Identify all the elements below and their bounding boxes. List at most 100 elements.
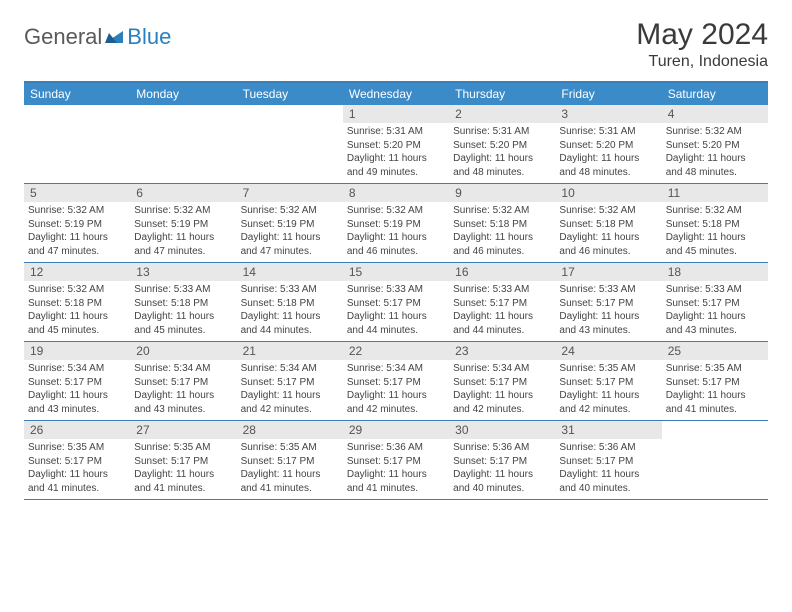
- daylight-line: Daylight: 11 hours and 46 minutes.: [559, 231, 657, 258]
- daylight-line: Daylight: 11 hours and 45 minutes.: [666, 231, 764, 258]
- sunset-line: Sunset: 5:17 PM: [347, 376, 445, 390]
- day-info: Sunrise: 5:33 AMSunset: 5:17 PMDaylight:…: [555, 281, 661, 341]
- day-info: Sunrise: 5:33 AMSunset: 5:17 PMDaylight:…: [343, 281, 449, 341]
- weekday-cell: Sunday: [24, 83, 130, 105]
- daylight-line: Daylight: 11 hours and 43 minutes.: [28, 389, 126, 416]
- sunrise-line: Sunrise: 5:33 AM: [453, 283, 551, 297]
- day-number: 30: [449, 421, 555, 439]
- daylight-line: Daylight: 11 hours and 45 minutes.: [28, 310, 126, 337]
- sunrise-line: Sunrise: 5:32 AM: [559, 204, 657, 218]
- sunset-line: Sunset: 5:20 PM: [453, 139, 551, 153]
- sunrise-line: Sunrise: 5:32 AM: [347, 204, 445, 218]
- daylight-line: Daylight: 11 hours and 40 minutes.: [559, 468, 657, 495]
- day-info: Sunrise: 5:36 AMSunset: 5:17 PMDaylight:…: [343, 439, 449, 499]
- sunset-line: Sunset: 5:18 PM: [453, 218, 551, 232]
- day-info: Sunrise: 5:35 AMSunset: 5:17 PMDaylight:…: [662, 360, 768, 420]
- day-number: 25: [662, 342, 768, 360]
- logo-mark-icon: [105, 27, 123, 48]
- day-info: Sunrise: 5:31 AMSunset: 5:20 PMDaylight:…: [449, 123, 555, 183]
- sunset-line: Sunset: 5:17 PM: [559, 376, 657, 390]
- sunrise-line: Sunrise: 5:32 AM: [28, 283, 126, 297]
- day-number: 17: [555, 263, 661, 281]
- daylight-line: Daylight: 11 hours and 45 minutes.: [134, 310, 232, 337]
- logo: General Blue: [24, 18, 171, 50]
- sunset-line: Sunset: 5:19 PM: [28, 218, 126, 232]
- weekday-cell: Friday: [555, 83, 661, 105]
- week-row: 1Sunrise: 5:31 AMSunset: 5:20 PMDaylight…: [24, 105, 768, 184]
- day-cell: 29Sunrise: 5:36 AMSunset: 5:17 PMDayligh…: [343, 421, 449, 499]
- sunrise-line: Sunrise: 5:35 AM: [666, 362, 764, 376]
- sunset-line: Sunset: 5:17 PM: [347, 455, 445, 469]
- location-text: Turen, Indonesia: [636, 53, 768, 71]
- sunset-line: Sunset: 5:17 PM: [28, 376, 126, 390]
- sunrise-line: Sunrise: 5:32 AM: [28, 204, 126, 218]
- weekday-header-row: SundayMondayTuesdayWednesdayThursdayFrid…: [24, 83, 768, 105]
- daylight-line: Daylight: 11 hours and 42 minutes.: [241, 389, 339, 416]
- day-info: Sunrise: 5:32 AMSunset: 5:20 PMDaylight:…: [662, 123, 768, 183]
- day-info: Sunrise: 5:33 AMSunset: 5:17 PMDaylight:…: [449, 281, 555, 341]
- day-number: 28: [237, 421, 343, 439]
- day-cell: 20Sunrise: 5:34 AMSunset: 5:17 PMDayligh…: [130, 342, 236, 420]
- day-info: Sunrise: 5:33 AMSunset: 5:17 PMDaylight:…: [662, 281, 768, 341]
- day-cell: 22Sunrise: 5:34 AMSunset: 5:17 PMDayligh…: [343, 342, 449, 420]
- sunrise-line: Sunrise: 5:32 AM: [453, 204, 551, 218]
- sunset-line: Sunset: 5:17 PM: [134, 376, 232, 390]
- day-info: Sunrise: 5:36 AMSunset: 5:17 PMDaylight:…: [449, 439, 555, 499]
- sunrise-line: Sunrise: 5:32 AM: [134, 204, 232, 218]
- day-cell: 14Sunrise: 5:33 AMSunset: 5:18 PMDayligh…: [237, 263, 343, 341]
- day-cell: 30Sunrise: 5:36 AMSunset: 5:17 PMDayligh…: [449, 421, 555, 499]
- daylight-line: Daylight: 11 hours and 47 minutes.: [28, 231, 126, 258]
- day-cell: 24Sunrise: 5:35 AMSunset: 5:17 PMDayligh…: [555, 342, 661, 420]
- day-number: 4: [662, 105, 768, 123]
- sunset-line: Sunset: 5:17 PM: [241, 376, 339, 390]
- day-info: Sunrise: 5:32 AMSunset: 5:19 PMDaylight:…: [130, 202, 236, 262]
- sunrise-line: Sunrise: 5:31 AM: [559, 125, 657, 139]
- sunrise-line: Sunrise: 5:36 AM: [453, 441, 551, 455]
- day-number: 14: [237, 263, 343, 281]
- day-cell: 13Sunrise: 5:33 AMSunset: 5:18 PMDayligh…: [130, 263, 236, 341]
- day-number: 29: [343, 421, 449, 439]
- day-info: Sunrise: 5:35 AMSunset: 5:17 PMDaylight:…: [555, 360, 661, 420]
- daylight-line: Daylight: 11 hours and 41 minutes.: [134, 468, 232, 495]
- day-info: Sunrise: 5:32 AMSunset: 5:18 PMDaylight:…: [24, 281, 130, 341]
- week-row: 12Sunrise: 5:32 AMSunset: 5:18 PMDayligh…: [24, 263, 768, 342]
- day-cell: 19Sunrise: 5:34 AMSunset: 5:17 PMDayligh…: [24, 342, 130, 420]
- day-cell: 16Sunrise: 5:33 AMSunset: 5:17 PMDayligh…: [449, 263, 555, 341]
- day-cell: 8Sunrise: 5:32 AMSunset: 5:19 PMDaylight…: [343, 184, 449, 262]
- day-number: 3: [555, 105, 661, 123]
- day-info: Sunrise: 5:34 AMSunset: 5:17 PMDaylight:…: [24, 360, 130, 420]
- day-number: 23: [449, 342, 555, 360]
- day-number: 16: [449, 263, 555, 281]
- day-info: Sunrise: 5:32 AMSunset: 5:18 PMDaylight:…: [449, 202, 555, 262]
- sunrise-line: Sunrise: 5:33 AM: [134, 283, 232, 297]
- day-info: Sunrise: 5:36 AMSunset: 5:17 PMDaylight:…: [555, 439, 661, 499]
- day-number: 12: [24, 263, 130, 281]
- sunset-line: Sunset: 5:19 PM: [241, 218, 339, 232]
- logo-text-general: General: [24, 24, 102, 50]
- sunrise-line: Sunrise: 5:31 AM: [453, 125, 551, 139]
- daylight-line: Daylight: 11 hours and 46 minutes.: [347, 231, 445, 258]
- sunset-line: Sunset: 5:17 PM: [666, 297, 764, 311]
- day-info: Sunrise: 5:32 AMSunset: 5:19 PMDaylight:…: [237, 202, 343, 262]
- sunrise-line: Sunrise: 5:35 AM: [134, 441, 232, 455]
- day-info: Sunrise: 5:32 AMSunset: 5:18 PMDaylight:…: [555, 202, 661, 262]
- weekday-cell: Tuesday: [237, 83, 343, 105]
- sunrise-line: Sunrise: 5:34 AM: [453, 362, 551, 376]
- day-number: 18: [662, 263, 768, 281]
- empty-day-cell: [662, 421, 768, 499]
- sunrise-line: Sunrise: 5:35 AM: [241, 441, 339, 455]
- day-cell: 6Sunrise: 5:32 AMSunset: 5:19 PMDaylight…: [130, 184, 236, 262]
- daylight-line: Daylight: 11 hours and 48 minutes.: [453, 152, 551, 179]
- day-cell: 4Sunrise: 5:32 AMSunset: 5:20 PMDaylight…: [662, 105, 768, 183]
- day-number: 26: [24, 421, 130, 439]
- sunrise-line: Sunrise: 5:33 AM: [666, 283, 764, 297]
- sunset-line: Sunset: 5:17 PM: [134, 455, 232, 469]
- daylight-line: Daylight: 11 hours and 44 minutes.: [453, 310, 551, 337]
- sunset-line: Sunset: 5:19 PM: [347, 218, 445, 232]
- sunset-line: Sunset: 5:19 PM: [134, 218, 232, 232]
- sunset-line: Sunset: 5:20 PM: [559, 139, 657, 153]
- sunrise-line: Sunrise: 5:33 AM: [559, 283, 657, 297]
- sunset-line: Sunset: 5:20 PM: [347, 139, 445, 153]
- sunset-line: Sunset: 5:18 PM: [559, 218, 657, 232]
- sunrise-line: Sunrise: 5:34 AM: [134, 362, 232, 376]
